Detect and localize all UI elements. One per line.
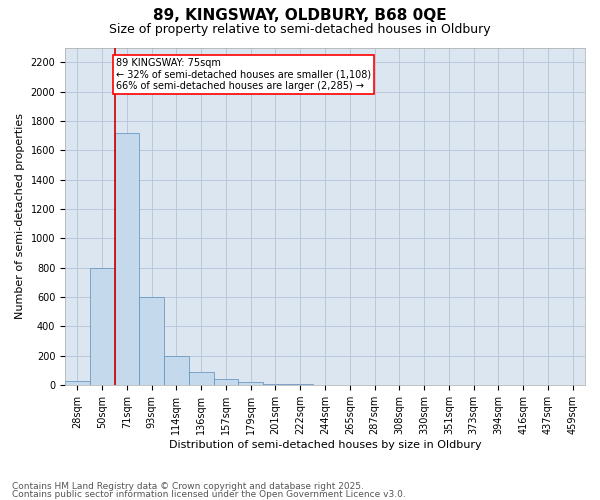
Bar (189, 372, 214, 385)
Text: Contains public sector information licensed under the Open Government Licence v3: Contains public sector information licen… (12, 490, 406, 499)
Bar (263, 384, 288, 385)
Bar (65, 381, 90, 385)
Text: Contains HM Land Registry data © Crown copyright and database right 2025.: Contains HM Land Registry data © Crown c… (12, 482, 364, 491)
Bar (238, 382, 263, 385)
X-axis label: Distribution of semi-detached houses by size in Oldbury: Distribution of semi-detached houses by … (169, 440, 481, 450)
Y-axis label: Number of semi-detached properties: Number of semi-detached properties (15, 114, 25, 320)
Bar (139, 297, 164, 385)
Bar (164, 356, 189, 385)
Bar (214, 378, 238, 385)
Bar (288, 384, 313, 385)
Text: 89, KINGSWAY, OLDBURY, B68 0QE: 89, KINGSWAY, OLDBURY, B68 0QE (153, 8, 447, 22)
Bar (115, 132, 139, 385)
Text: Size of property relative to semi-detached houses in Oldbury: Size of property relative to semi-detach… (109, 22, 491, 36)
Text: 89 KINGSWAY: 75sqm
← 32% of semi-detached houses are smaller (1,108)
66% of semi: 89 KINGSWAY: 75sqm ← 32% of semi-detache… (116, 58, 371, 91)
Bar (90, 268, 115, 385)
